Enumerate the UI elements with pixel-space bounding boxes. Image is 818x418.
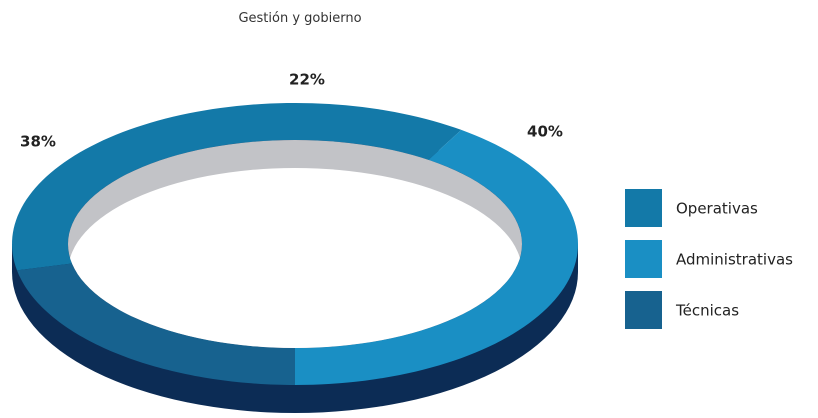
donut-hole <box>68 140 522 348</box>
legend-swatch <box>625 291 662 329</box>
chart-title: Gestión y gobierno <box>238 11 361 26</box>
legend-swatch <box>625 189 662 227</box>
hole <box>68 168 522 348</box>
donut-segment <box>12 103 462 271</box>
donut-segment <box>17 263 296 385</box>
legend-swatch <box>625 240 662 278</box>
value-label: 22% <box>289 71 325 89</box>
donut-segment <box>295 129 578 385</box>
value-label: 40% <box>527 123 563 141</box>
legend-label: Operativas <box>676 200 758 218</box>
legend-label: Administrativas <box>676 251 793 269</box>
value-label: 38% <box>20 133 56 151</box>
legend-label: Técnicas <box>675 302 739 320</box>
